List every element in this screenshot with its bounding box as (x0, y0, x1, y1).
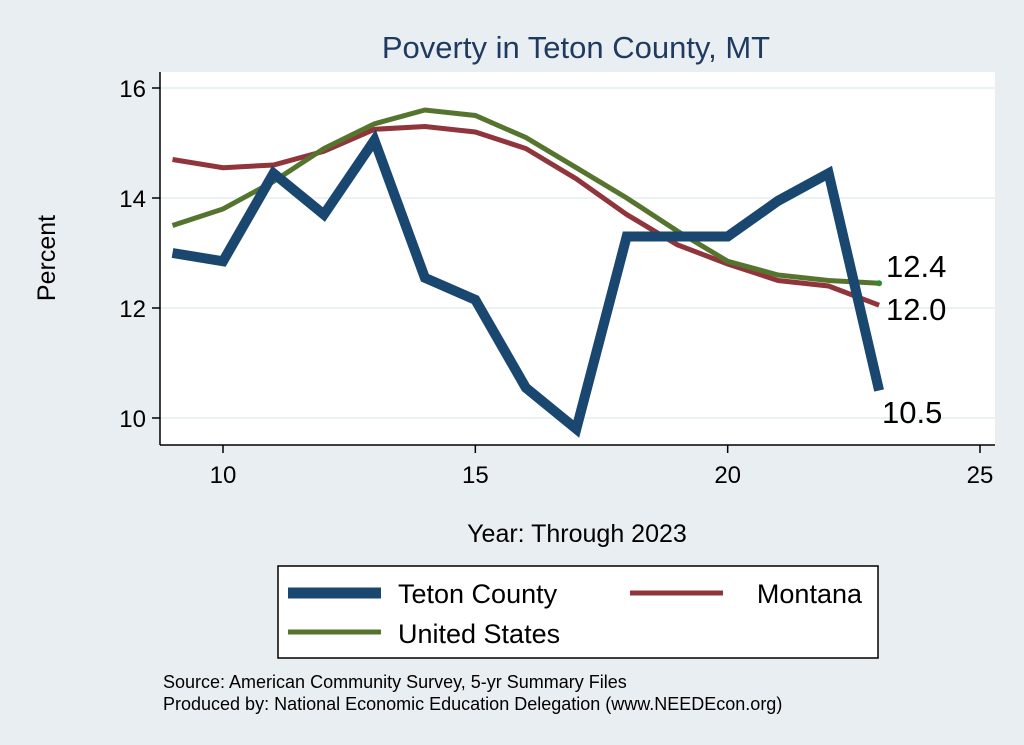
legend: Teton County Montana United States (277, 565, 879, 659)
x-tick-label: 20 (714, 462, 741, 489)
end-label-teton-county: 10.5 (882, 395, 942, 430)
legend-label-united-states: United States (398, 619, 560, 649)
axes (152, 72, 995, 453)
y-tick-label: 10 (119, 406, 146, 433)
y-tick-label: 14 (119, 186, 146, 213)
series-lines (171, 107, 884, 438)
end-point-united-states (876, 280, 883, 287)
y-tick-label: 16 (119, 76, 146, 103)
series-line-montana (172, 123, 880, 308)
plot-area (160, 72, 995, 445)
x-tick-label: 10 (210, 462, 237, 489)
end-labels: 10.5 12.0 12.4 (882, 249, 946, 430)
series-line-teton-county (171, 129, 884, 438)
end-label-united-states: 12.4 (886, 249, 946, 284)
chart-title: Poverty in Teton County, MT (382, 30, 770, 65)
legend-box (277, 565, 879, 659)
x-tick-label: 25 (967, 462, 994, 489)
legend-label-teton-county: Teton County (398, 579, 558, 609)
series-line-united-states (171, 107, 880, 286)
legend-label-montana: Montana (757, 579, 863, 609)
x-tick-label: 15 (462, 462, 489, 489)
end-label-montana: 12.0 (886, 292, 946, 327)
tick-labels: 10 12 14 16 10 15 20 25 (119, 76, 993, 489)
y-tick-label: 12 (119, 296, 146, 323)
x-axis-title: Year: Through 2023 (467, 520, 687, 548)
produced-by-note: Produced by: National Economic Education… (163, 694, 782, 714)
source-note: Source: American Community Survey, 5-yr … (163, 672, 627, 692)
y-axis-title: Percent (33, 215, 61, 301)
